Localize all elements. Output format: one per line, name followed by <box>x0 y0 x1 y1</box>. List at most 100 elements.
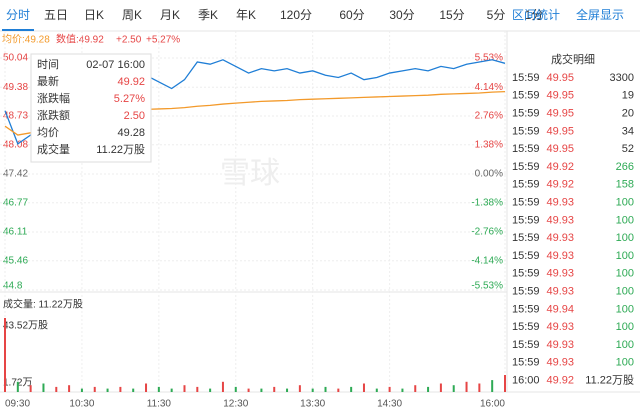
trade-volume: 100 <box>616 357 634 369</box>
trade-price: 49.94 <box>546 303 574 315</box>
y-tick-label: 44.8 <box>3 281 23 292</box>
tab[interactable]: 季K <box>198 8 218 22</box>
y-tick-label: 48.08 <box>3 139 28 150</box>
trade-time: 15:59 <box>512 143 540 155</box>
trade-time: 15:59 <box>512 72 540 84</box>
volume-bar <box>427 386 430 392</box>
volume-bar <box>68 385 71 392</box>
volume-title: 成交量: 11.22万股 <box>3 298 83 311</box>
tab[interactable]: 日K <box>84 8 104 22</box>
volume-tick-label: 43.52万股 <box>3 320 48 332</box>
tab[interactable]: 120分 <box>280 8 312 22</box>
volume-bar <box>221 381 224 392</box>
trade-volume: 100 <box>616 197 634 209</box>
tab[interactable]: 5分 <box>487 8 506 22</box>
y-tick-label: 46.11 <box>3 227 28 238</box>
volume-bar <box>439 383 442 392</box>
tab[interactable]: 30分 <box>389 8 414 22</box>
tooltip-label: 成交量 <box>37 142 70 156</box>
header-value: 数值:49.92 <box>56 33 104 46</box>
volume-bar <box>170 388 173 392</box>
tooltip-label: 涨跌额 <box>37 108 70 122</box>
trade-time: 15:59 <box>512 339 540 351</box>
action-button[interactable]: 全屏显示 <box>576 7 624 22</box>
y2-tick-label: 2.76% <box>475 111 503 122</box>
trade-price: 49.93 <box>546 197 574 209</box>
volume-bar <box>504 374 506 392</box>
action-button[interactable]: 区间统计 <box>512 8 560 22</box>
y2-tick-label: 5.53% <box>475 53 503 64</box>
volume-bar <box>324 386 327 392</box>
trade-price: 49.93 <box>546 250 574 262</box>
volume-bar <box>478 383 481 392</box>
trade-time: 15:59 <box>512 161 540 173</box>
y2-tick-label: -4.14% <box>471 255 503 266</box>
y-tick-label: 50.04 <box>3 53 28 64</box>
y-tick-label: 48.73 <box>3 111 28 122</box>
trade-time: 15:59 <box>512 108 540 120</box>
volume-bar <box>311 388 314 392</box>
tab[interactable]: 60分 <box>339 8 364 22</box>
trade-volume: 3300 <box>610 72 634 84</box>
trade-volume: 100 <box>616 303 634 315</box>
trade-volume: 100 <box>616 286 634 298</box>
volume-bar <box>362 383 365 392</box>
tab[interactable]: 15分 <box>439 8 464 22</box>
y2-tick-label: 0.00% <box>475 169 503 180</box>
trade-price: 49.93 <box>546 286 574 298</box>
tooltip-label: 涨跌幅 <box>37 91 70 105</box>
volume-bar <box>183 385 186 392</box>
volume-bar <box>106 388 109 392</box>
trade-time: 15:59 <box>512 268 540 280</box>
tab[interactable]: 五日 <box>44 8 68 22</box>
volume-bar <box>80 388 83 392</box>
trade-price: 49.93 <box>546 321 574 333</box>
volume-bar <box>260 388 263 392</box>
x-tick-label: 13:30 <box>300 399 325 410</box>
volume-bar <box>491 380 494 392</box>
x-tick-label: 11:30 <box>147 399 172 410</box>
volume-bar <box>465 381 468 392</box>
trade-volume: 100 <box>616 268 634 280</box>
volume-bar <box>452 385 455 392</box>
x-tick-label: 12:30 <box>223 399 248 410</box>
tooltip-value: 5.27% <box>114 93 145 105</box>
volume-bar <box>119 386 122 392</box>
trade-time: 15:59 <box>512 179 540 191</box>
trade-volume: 266 <box>616 161 634 173</box>
trade-price: 49.95 <box>546 108 574 120</box>
y-tick-label: 49.38 <box>3 82 28 93</box>
tab[interactable]: 周K <box>122 8 142 22</box>
x-tick-label: 10:30 <box>69 399 94 410</box>
trade-price: 49.95 <box>546 72 574 84</box>
trade-volume: 100 <box>616 232 634 244</box>
y2-tick-label: 4.14% <box>475 82 503 93</box>
trades-title: 成交明细 <box>551 52 595 66</box>
tab[interactable]: 月K <box>160 8 180 22</box>
trade-price: 49.95 <box>546 125 574 137</box>
volume-bar <box>209 388 212 392</box>
tooltip-value: 11.22万股 <box>96 143 145 156</box>
volume-bar <box>337 388 340 392</box>
trade-time: 15:59 <box>512 90 540 102</box>
watermark: 雪球 <box>220 157 280 190</box>
y2-tick-label: -2.76% <box>471 227 503 238</box>
trade-volume: 100 <box>616 250 634 262</box>
volume-bar <box>132 388 135 392</box>
trade-price: 49.93 <box>546 214 574 226</box>
y2-tick-label: -1.38% <box>471 198 503 209</box>
trade-price: 49.92 <box>546 375 574 387</box>
trade-price: 49.93 <box>546 357 574 369</box>
trade-price: 49.93 <box>546 339 574 351</box>
trade-volume: 19 <box>622 90 634 102</box>
tab[interactable]: 1分 <box>525 8 544 22</box>
volume-bar <box>298 385 301 392</box>
trade-time: 15:59 <box>512 357 540 369</box>
tab[interactable]: 年K <box>236 8 256 22</box>
volume-bar <box>55 386 58 392</box>
trade-volume: 34 <box>622 125 634 137</box>
tab[interactable]: 分时 <box>6 8 30 22</box>
volume-bar <box>42 383 45 392</box>
